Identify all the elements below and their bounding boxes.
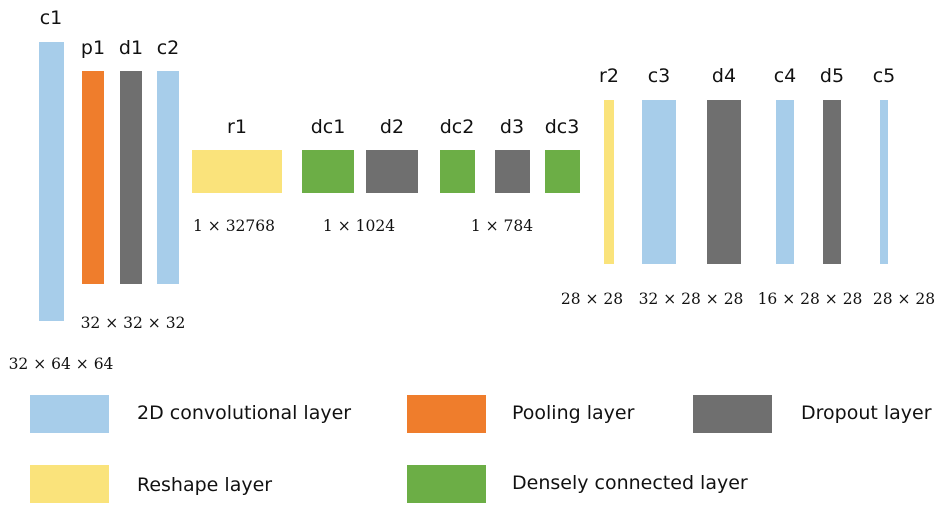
- layer-d4-label: d4: [711, 65, 737, 87]
- legend-pooling-label: Pooling layer: [512, 402, 635, 424]
- layer-c1-bar: [39, 42, 64, 321]
- layer-dc2-bar: [440, 150, 475, 193]
- layer-d3-label: d3: [499, 116, 525, 138]
- layer-c2-bar: [157, 71, 179, 284]
- dimension-r2: 28 × 28: [560, 290, 624, 308]
- layer-d5-bar: [823, 100, 841, 264]
- dimension-c3: 32 × 28 × 28: [638, 290, 744, 308]
- layer-dc1-bar: [302, 150, 354, 193]
- layer-dc3-label: dc3: [544, 116, 580, 138]
- layer-c3-label: c3: [647, 65, 671, 87]
- legend-dense-label: Densely connected layer: [512, 472, 748, 494]
- layer-d2-bar: [366, 150, 418, 193]
- dimension-dense1: 1 × 1024: [322, 217, 396, 235]
- layer-r1-bar: [192, 150, 282, 193]
- legend-convolutional-swatch: [30, 395, 109, 433]
- legend-reshape-swatch: [30, 465, 109, 503]
- layer-c5-label: c5: [872, 65, 896, 87]
- layer-dc3-bar: [545, 150, 580, 193]
- layer-c4-bar: [776, 100, 794, 264]
- dimension-r1: 1 × 32768: [192, 217, 276, 235]
- layer-r2-label: r2: [599, 65, 619, 87]
- legend-pooling-swatch: [407, 395, 486, 433]
- layer-c2-label: c2: [156, 37, 180, 59]
- layer-c1-label: c1: [39, 7, 63, 29]
- dimension-c1: 32 × 64 × 64: [8, 355, 114, 373]
- legend-convolutional-label: 2D convolutional layer: [137, 402, 352, 424]
- dimension-c4: 16 × 28 × 28: [757, 290, 863, 308]
- legend-dropout-swatch: [693, 395, 772, 433]
- layer-c4-label: c4: [773, 65, 797, 87]
- layer-r1-label: r1: [227, 116, 247, 138]
- layer-d1-label: d1: [118, 37, 144, 59]
- dimension-block1: 32 × 32 × 32: [80, 314, 186, 332]
- layer-dc2-label: dc2: [439, 116, 475, 138]
- layer-d4-bar: [707, 100, 741, 264]
- layer-d3-bar: [495, 150, 530, 193]
- layer-dc1-label: dc1: [310, 116, 346, 138]
- layer-d2-label: d2: [379, 116, 405, 138]
- layer-d5-label: d5: [819, 65, 845, 87]
- legend-reshape-label: Reshape layer: [137, 474, 273, 496]
- dimension-dense2: 1 × 784: [470, 217, 534, 235]
- layer-p1-label: p1: [80, 37, 106, 59]
- layer-d1-bar: [120, 71, 142, 284]
- legend-dense-swatch: [407, 465, 486, 503]
- layer-c3-bar: [642, 100, 676, 264]
- dimension-c5: 28 × 28: [872, 290, 936, 308]
- layer-r2-bar: [604, 100, 614, 264]
- legend-dropout-label: Dropout layer: [801, 402, 932, 424]
- layer-c5-bar: [880, 100, 888, 264]
- layer-p1-bar: [82, 71, 104, 284]
